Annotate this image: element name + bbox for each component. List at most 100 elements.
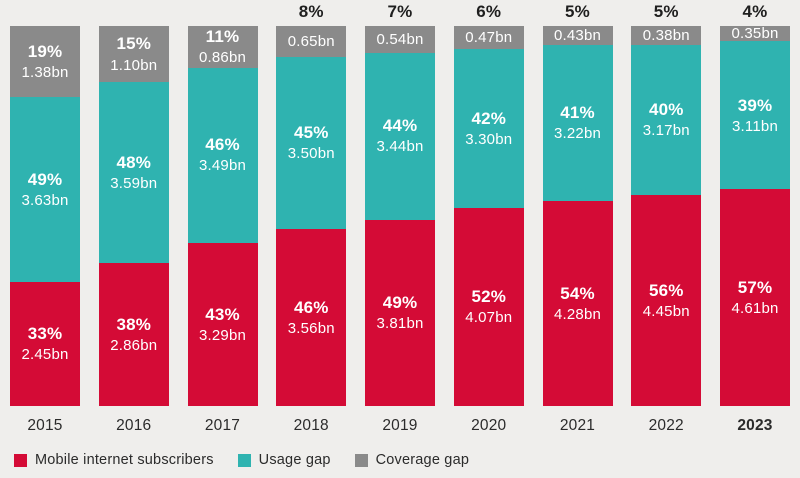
segment-value-label: 2.45bn (21, 346, 69, 364)
segment-pct-label: 46% (293, 297, 329, 317)
stacked-bar: 15% 1.10bn 48% 3.59bn 38% 2.86bn (98, 26, 169, 406)
year-label: 2023 (737, 417, 773, 434)
stacked-bar: 0.43bn 41% 3.22bn 54% 4.28bn (542, 26, 613, 406)
segment-mobile-internet-subscribers: 56% 4.45bn (631, 195, 702, 406)
segment-usage-gap: 46% 3.49bn (187, 67, 258, 243)
segment-usage-gap: 45% 3.50bn (276, 56, 347, 230)
segment-mobile-internet-subscribers: 52% 4.07bn (453, 208, 524, 406)
segment-value-label: 3.29bn (198, 326, 247, 344)
segment-mobile-internet-subscribers: 46% 3.56bn (276, 229, 347, 406)
segment-coverage-gap: 19% 1.38bn (10, 26, 80, 98)
year-label: 2021 (559, 417, 596, 434)
segment-coverage-gap: 15% 1.10bn (98, 26, 169, 83)
stacked-bar: 0.47bn 42% 3.30bn 52% 4.07bn (453, 26, 524, 406)
legend-swatch-red (14, 453, 27, 467)
segment-value-label: 4.28bn (553, 305, 602, 323)
segment-value-label: 2.86bn (110, 336, 158, 354)
segment-value-label: 1.38bn (21, 64, 69, 82)
legend-swatch-teal (237, 453, 251, 467)
bar-column: 5% 0.38bn 40% 3.17bn 56% 4.45bn 2022 (631, 0, 702, 442)
segment-pct-label: 19% (27, 41, 63, 61)
segment-pct-label: 52% (471, 287, 507, 307)
segment-mobile-internet-subscribers: 38% 2.86bn (98, 263, 169, 406)
segment-value-label: 3.11bn (732, 117, 778, 135)
segment-value-label: 0.54bn (376, 30, 424, 48)
segment-coverage-gap: 0.43bn (542, 26, 613, 45)
segment-usage-gap: 49% 3.63bn (10, 97, 80, 282)
bar-column: 7% 0.54bn 44% 3.44bn 49% 3.81bn 2019 (365, 0, 435, 442)
bar-column: 5% 0.43bn 41% 3.22bn 54% 4.28bn 2021 (542, 0, 613, 442)
segment-pct-label: 15% (116, 34, 152, 54)
segment-pct-label: 33% (27, 324, 63, 344)
stacked-bar: 0.38bn 40% 3.17bn 56% 4.45bn (631, 26, 702, 406)
stacked-bar: 0.65bn 45% 3.50bn 46% 3.56bn (276, 26, 347, 406)
stacked-bar: 0.35bn 39% 3.11bn 57% 4.61bn (720, 24, 790, 406)
segment-mobile-internet-subscribers: 43% 3.29bn (187, 242, 258, 406)
segment-pct-label: 38% (116, 314, 152, 334)
segment-pct-label: 49% (382, 293, 418, 313)
segment-pct-label: 57% (737, 277, 773, 297)
segment-usage-gap: 39% 3.11bn (720, 41, 790, 190)
bar-column: 19% 1.38bn 49% 3.63bn 33% 2.45bn 2015 (10, 0, 80, 442)
segment-pct-label: 44% (382, 116, 418, 136)
legend-item-mobile-internet-subscribers: Mobile internet subscribers (14, 452, 214, 468)
segment-mobile-internet-subscribers: 49% 3.81bn (365, 219, 435, 406)
legend-swatch-gray (354, 453, 368, 467)
above-bar-pct-label (99, 0, 169, 26)
segment-pct-label: 45% (293, 123, 329, 143)
segment-value-label: 3.30bn (465, 130, 513, 148)
segment-value-label: 4.61bn (731, 300, 779, 317)
segment-pct-label: 41% (560, 103, 595, 123)
bar-column: 4% 0.35bn 39% 3.11bn 57% 4.61bn 2023 (720, 0, 790, 442)
stacked-bar: 11% 0.86bn 46% 3.49bn 43% 3.29bn (187, 26, 258, 406)
segment-pct-label: 40% (648, 100, 684, 120)
year-label: 2022 (648, 417, 684, 434)
year-label: 2017 (204, 417, 241, 434)
segment-mobile-internet-subscribers: 57% 4.61bn (720, 189, 790, 406)
chart: 19% 1.38bn 49% 3.63bn 33% 2.45bn 2015 15% 1.10bn… (10, 0, 790, 442)
segment-usage-gap: 41% 3.22bn (542, 45, 613, 201)
segment-value-label: 0.65bn (287, 32, 335, 50)
stacked-bar: 19% 1.38bn 49% 3.63bn 33% 2.45bn (10, 26, 80, 406)
legend-label-mobile-internet-subscribers: Mobile internet subscribers (35, 452, 214, 468)
segment-value-label: 3.59bn (110, 175, 158, 193)
segment-pct-label: 39% (737, 95, 773, 115)
segment-value-label: 3.81bn (376, 315, 424, 333)
segment-value-label: 4.07bn (465, 309, 513, 327)
segment-value-label: 3.56bn (287, 320, 335, 338)
segment-pct-label: 43% (205, 304, 240, 324)
above-bar-pct-label: 5% (653, 2, 679, 21)
segment-value-label: 0.47bn (465, 28, 513, 46)
segment-mobile-internet-subscribers: 54% 4.28bn (542, 200, 613, 406)
legend-item-coverage-gap: Coverage gap (354, 452, 470, 468)
segment-value-label: 0.38bn (642, 26, 690, 44)
segment-value-label: 0.43bn (553, 26, 602, 44)
year-label: 2018 (293, 417, 329, 434)
year-label: 2016 (116, 417, 152, 434)
segment-value-label: 4.45bn (642, 302, 690, 320)
above-bar-pct-label (10, 0, 80, 26)
legend-label-usage-gap: Usage gap (258, 452, 331, 468)
legend: Mobile internet subscribers Usage gap Co… (0, 442, 800, 468)
segment-usage-gap: 48% 3.59bn (98, 82, 169, 264)
above-bar-pct-label: 6% (476, 2, 502, 21)
segment-pct-label: 54% (560, 283, 595, 303)
segment-value-label: 3.17bn (642, 122, 690, 140)
bar-column: 6% 0.47bn 42% 3.30bn 52% 4.07bn 2020 (453, 0, 524, 442)
segment-value-label: 3.22bn (553, 125, 602, 143)
year-label: 2015 (27, 417, 63, 434)
segment-coverage-gap: 0.38bn (631, 26, 702, 45)
segment-usage-gap: 42% 3.30bn (453, 48, 524, 209)
segment-value-label: 3.49bn (198, 157, 247, 175)
year-label: 2019 (382, 417, 418, 434)
segment-coverage-gap: 0.35bn (720, 24, 790, 42)
legend-item-usage-gap: Usage gap (237, 452, 331, 468)
segment-value-label: 3.50bn (287, 145, 335, 163)
segment-coverage-gap: 11% 0.86bn (187, 26, 258, 68)
above-bar-pct-label: 4% (742, 2, 768, 21)
segment-value-label: 0.35bn (731, 24, 779, 42)
year-label: 2020 (471, 417, 507, 434)
segment-pct-label: 56% (648, 280, 684, 300)
segment-pct-label: 49% (27, 169, 63, 189)
bar-column: 8% 0.65bn 45% 3.50bn 46% 3.56bn 2018 (276, 0, 347, 442)
